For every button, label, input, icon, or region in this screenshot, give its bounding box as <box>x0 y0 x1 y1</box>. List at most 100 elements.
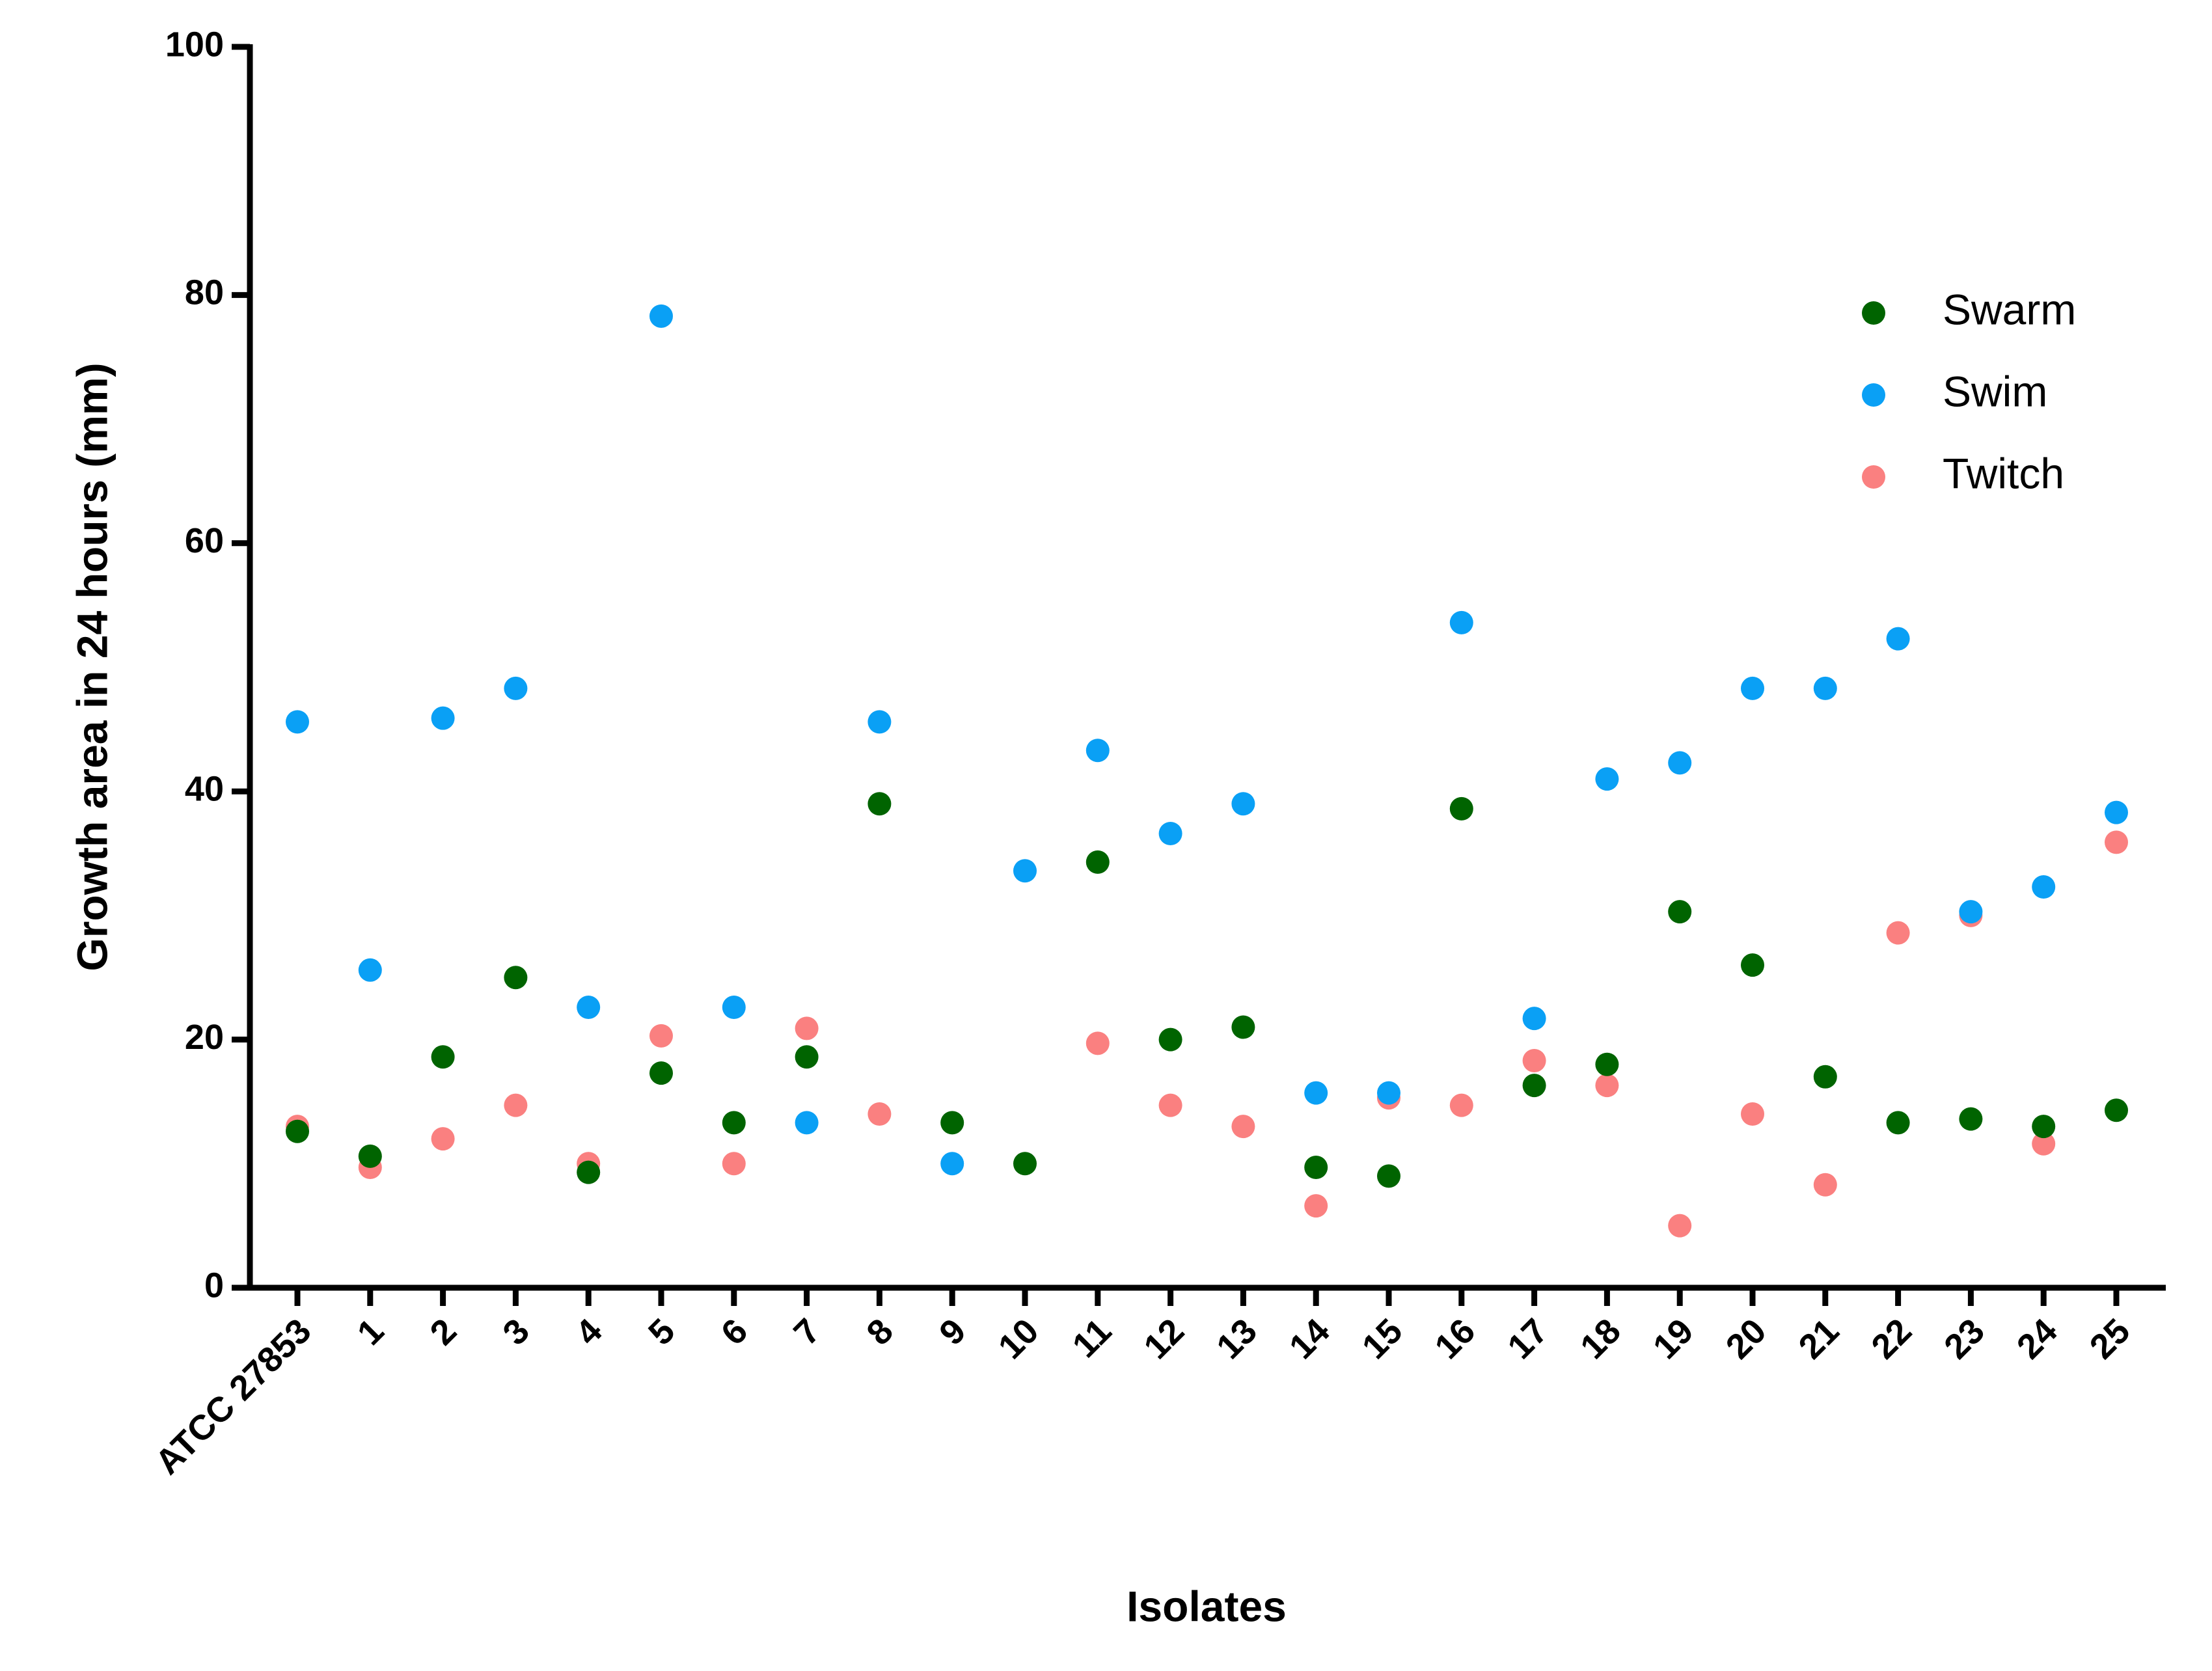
x-tick-label: 2 <box>422 1311 464 1353</box>
point <box>431 706 455 730</box>
x-tick-label: 3 <box>495 1311 537 1353</box>
point <box>1013 859 1037 883</box>
point <box>1231 1015 1255 1039</box>
point <box>1668 1214 1692 1238</box>
point <box>1813 1065 1837 1089</box>
legend-marker <box>1862 465 1885 489</box>
point <box>867 792 892 816</box>
point <box>358 958 382 982</box>
point <box>1741 953 1764 977</box>
point <box>867 1102 892 1126</box>
x-tick-label: 20 <box>1719 1311 1774 1366</box>
legend-marker <box>1862 383 1885 407</box>
x-tick-label: 9 <box>932 1311 974 1353</box>
point <box>1959 900 1983 924</box>
point <box>1595 1052 1619 1076</box>
point <box>1158 1027 1182 1052</box>
point <box>358 1144 382 1168</box>
point <box>2032 1115 2056 1139</box>
point <box>1668 900 1692 924</box>
point <box>722 1111 746 1135</box>
x-tick-label: 14 <box>1282 1311 1337 1366</box>
point <box>649 304 673 328</box>
point <box>795 1016 819 1040</box>
point <box>286 1119 309 1143</box>
point <box>1231 792 1255 816</box>
x-tick-label: 24 <box>2010 1311 2065 1366</box>
point <box>1886 627 1910 651</box>
point <box>795 1111 819 1135</box>
point <box>504 1093 528 1117</box>
legend-label: Swim <box>1943 367 2047 415</box>
x-tick-label: 1 <box>350 1311 392 1353</box>
point <box>577 996 601 1020</box>
x-tick-label: 23 <box>1937 1311 1992 1366</box>
y-tick-label: 60 <box>185 521 224 560</box>
x-tick-label: 22 <box>1864 1311 1919 1366</box>
y-axis-title: Growth area in 24 hours (mm) <box>68 362 116 971</box>
point <box>1086 850 1110 874</box>
point <box>1886 1111 1910 1135</box>
point <box>1741 1102 1764 1126</box>
point <box>1449 610 1473 634</box>
point <box>2032 1132 2056 1156</box>
point <box>722 1152 746 1176</box>
point <box>940 1111 964 1135</box>
point <box>940 1152 964 1176</box>
point <box>1304 1194 1328 1218</box>
point <box>1086 1031 1110 1055</box>
point <box>1377 1164 1400 1188</box>
point <box>649 1061 673 1085</box>
point <box>1959 1107 1983 1131</box>
x-tick-label: 12 <box>1136 1311 1192 1366</box>
point <box>286 710 309 734</box>
point <box>504 676 528 700</box>
y-tick-label: 0 <box>204 1266 224 1305</box>
point <box>795 1045 819 1069</box>
point <box>867 710 892 734</box>
y-tick-label: 40 <box>185 769 224 808</box>
legend-marker <box>1862 301 1885 325</box>
x-tick-label: 10 <box>991 1311 1046 1366</box>
point <box>1522 1049 1546 1073</box>
point <box>1449 796 1473 821</box>
x-tick-label: 25 <box>2082 1311 2138 1366</box>
x-tick-label: ATCC 27853 <box>148 1311 318 1482</box>
point <box>504 966 528 990</box>
point <box>2105 1098 2128 1122</box>
y-tick-label: 80 <box>185 273 224 312</box>
point <box>1668 751 1692 775</box>
y-tick-label: 20 <box>185 1018 224 1057</box>
point <box>431 1045 455 1069</box>
legend-label: Twitch <box>1943 449 2064 497</box>
legend-label: Swarm <box>1943 285 2076 333</box>
point <box>1158 1093 1182 1117</box>
point <box>1304 1081 1328 1105</box>
x-tick-label: 21 <box>1791 1311 1846 1366</box>
point <box>1813 676 1837 700</box>
x-tick-label: 13 <box>1209 1311 1264 1366</box>
x-axis-title: Isolates <box>1126 1582 1287 1630</box>
point <box>577 1160 601 1184</box>
point <box>1158 822 1182 846</box>
point <box>1741 676 1764 700</box>
point <box>2105 800 2128 824</box>
point <box>2105 830 2128 854</box>
point <box>1086 739 1110 763</box>
point <box>1595 1074 1619 1098</box>
x-tick-label: 4 <box>568 1311 610 1353</box>
x-tick-label: 17 <box>1500 1311 1555 1366</box>
point <box>1449 1093 1473 1117</box>
point <box>2032 875 2056 899</box>
point <box>431 1127 455 1151</box>
x-tick-label: 6 <box>714 1311 756 1353</box>
point <box>649 1024 673 1048</box>
point <box>1231 1115 1255 1139</box>
point <box>1813 1173 1837 1197</box>
point <box>1377 1081 1400 1105</box>
x-tick-label: 15 <box>1355 1311 1410 1366</box>
point <box>1013 1152 1037 1176</box>
point <box>1522 1007 1546 1031</box>
